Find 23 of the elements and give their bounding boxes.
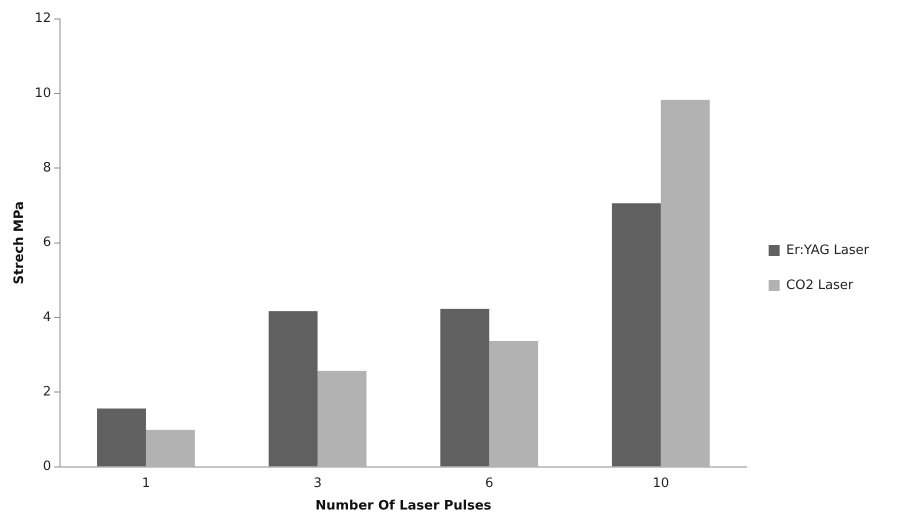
y-tick-label: 10 <box>34 86 52 101</box>
bar <box>268 311 318 466</box>
legend-label: CO2 Laser <box>786 278 854 293</box>
x-tick-label: 10 <box>652 476 670 491</box>
bar <box>612 203 661 466</box>
y-axis-title: Strech MPa <box>12 201 28 284</box>
x-tick-label: 3 <box>313 476 322 491</box>
y-tick-label: 2 <box>42 384 52 400</box>
y-tick-label: 8 <box>42 160 52 176</box>
x-tick-label: 1 <box>142 476 150 491</box>
bar <box>318 370 366 466</box>
bar <box>660 100 710 466</box>
y-tick-label: 4 <box>42 310 52 325</box>
legend-label: Er:YAG Laser <box>786 242 870 258</box>
bar <box>146 430 195 466</box>
y-tick-label: 0 <box>42 459 52 474</box>
bar <box>97 408 146 466</box>
bar <box>440 308 490 466</box>
bar <box>489 340 538 466</box>
y-tick-label: 6 <box>42 235 52 250</box>
x-tick-label: 6 <box>485 476 494 491</box>
y-tick-label: 12 <box>34 11 52 26</box>
x-axis-title: Number Of Laser Pulses <box>315 498 492 514</box>
